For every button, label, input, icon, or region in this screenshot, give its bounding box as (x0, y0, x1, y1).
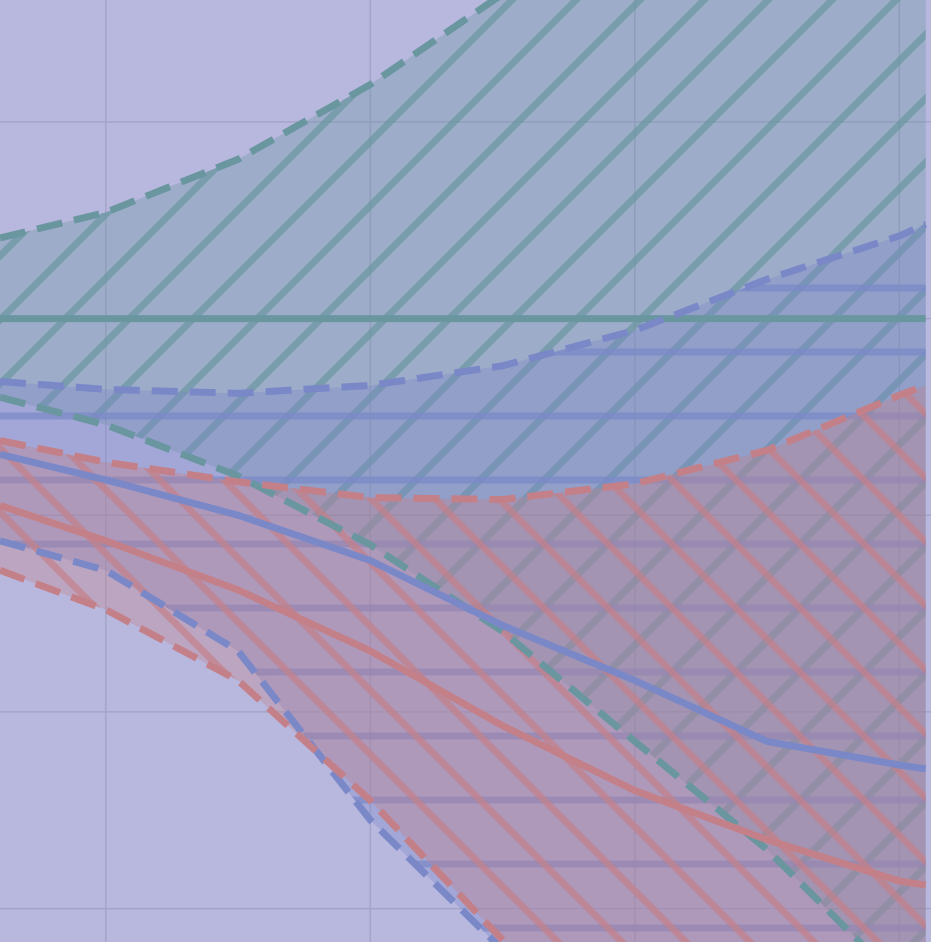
bound-line (0, 393, 865, 942)
bound-line (0, 220, 928, 397)
bound-line (0, 0, 501, 242)
bound-line (0, 567, 510, 942)
bound-line (0, 382, 927, 504)
bound-line (0, 537, 500, 942)
center-line (0, 502, 927, 889)
center-line (0, 450, 927, 773)
band-hatch (0, 385, 926, 942)
